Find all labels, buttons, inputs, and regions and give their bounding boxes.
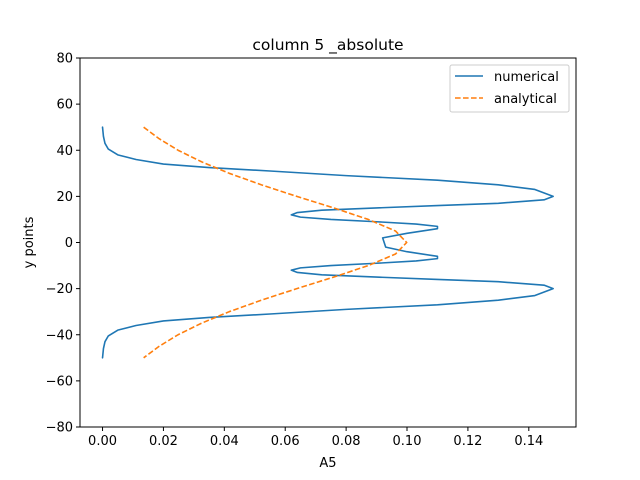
series-line-analytical (143, 126, 408, 359)
x-tick-label: 0.10 (393, 434, 422, 449)
x-tick-label: 0.08 (332, 434, 361, 449)
plot-area (101, 126, 554, 359)
y-tick-label: 40 (56, 144, 73, 159)
y-tick-label: 20 (56, 190, 73, 205)
y-tick-label: −40 (46, 328, 73, 343)
y-tick-label: 80 (56, 52, 73, 67)
legend-label-analytical: analytical (494, 92, 557, 107)
y-tick-label: 0 (65, 236, 73, 251)
y-axis-label: y points (22, 216, 37, 268)
plot-frame (79, 57, 577, 428)
x-tick-label: 0.06 (271, 434, 300, 449)
legend: numerical analytical (449, 64, 570, 113)
legend-label-numerical: numerical (494, 70, 559, 85)
y-tick-label: 60 (56, 98, 73, 113)
x-tick-label: 0.04 (210, 434, 239, 449)
y-tick-label: −80 (46, 421, 73, 436)
series-line-numerical (101, 126, 554, 359)
chart-title: column 5 _absolute (252, 36, 403, 55)
x-tick-label: 0.02 (149, 434, 178, 449)
y-tick-label: −20 (46, 282, 73, 297)
y-tick-label: −60 (46, 374, 73, 389)
x-axis-ticks: 0.00 0.02 0.04 0.06 0.08 0.10 0.12 0.14 (88, 427, 543, 449)
y-axis-ticks: −80 −60 −40 −20 0 20 40 60 80 (46, 52, 80, 436)
x-tick-label: 0.14 (514, 434, 543, 449)
x-tick-label: 0.00 (88, 434, 117, 449)
x-axis-label: A5 (319, 456, 336, 471)
x-tick-label: 0.12 (453, 434, 482, 449)
